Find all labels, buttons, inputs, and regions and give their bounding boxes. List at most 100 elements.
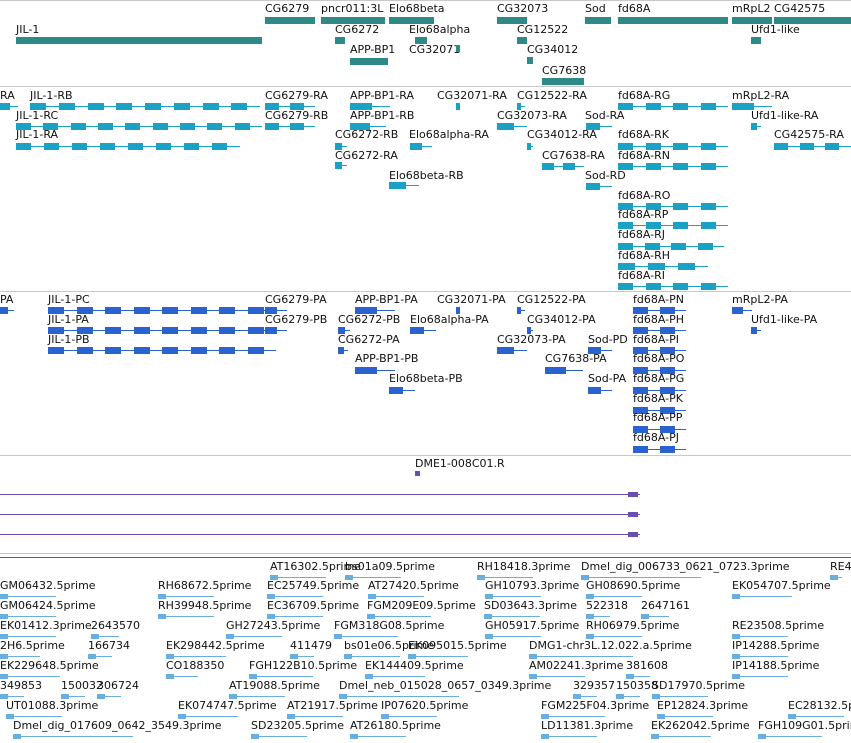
exon-block[interactable] [338, 327, 345, 334]
exon-block[interactable] [156, 143, 171, 150]
protein-label[interactable]: CG6279-PA [265, 293, 327, 306]
exon-block[interactable] [389, 387, 403, 394]
est-block[interactable] [158, 594, 166, 599]
exon-block[interactable] [212, 143, 227, 150]
est-block[interactable] [529, 674, 537, 679]
protein-label[interactable]: CG32071-PA [437, 293, 506, 306]
exon-block[interactable] [586, 123, 600, 130]
est-label[interactable]: EC36709.5prime [267, 599, 360, 612]
gene-label[interactable]: APP-BP1 [350, 43, 396, 56]
est-label[interactable]: FGH109G01.5prime [758, 719, 851, 732]
est-label[interactable]: GH10793.3prime [485, 579, 580, 592]
est-label[interactable]: AT19088.5prime [229, 679, 320, 692]
est-label[interactable]: 306724 [97, 679, 139, 692]
est-block[interactable] [732, 674, 740, 679]
exon-block[interactable] [219, 327, 235, 334]
exon-block[interactable] [588, 387, 601, 394]
gene-label[interactable]: fd68A [618, 2, 651, 15]
exon-block[interactable] [219, 307, 235, 314]
est-block[interactable] [485, 634, 493, 639]
exon-block[interactable] [355, 307, 377, 314]
transcript-label[interactable]: CG34012-RA [527, 128, 597, 141]
est-block[interactable] [270, 575, 278, 580]
transcript-label[interactable]: fd68A-RG [618, 89, 671, 102]
est-block[interactable] [249, 674, 257, 679]
exon-block[interactable] [265, 103, 279, 110]
transcript-label[interactable]: CG32073-RA [497, 109, 567, 122]
exon-block[interactable] [517, 307, 521, 314]
transcript-label[interactable]: fd68A-RH [618, 249, 671, 262]
est-block[interactable] [367, 614, 375, 619]
gene-glyph[interactable] [527, 57, 533, 64]
gene-glyph[interactable] [16, 37, 262, 44]
exon-block[interactable] [100, 143, 115, 150]
est-block[interactable] [290, 654, 298, 659]
exon-block[interactable] [633, 327, 648, 334]
exon-block[interactable] [563, 163, 575, 170]
exon-block[interactable] [673, 222, 688, 229]
est-label[interactable]: SD17970.5prime [652, 679, 745, 692]
exon-block[interactable] [701, 143, 716, 150]
est-block[interactable] [287, 714, 295, 719]
gene-glyph[interactable] [497, 17, 527, 24]
est-label[interactable]: 2H6.5prime [0, 639, 65, 652]
est-block[interactable] [97, 694, 105, 699]
est-block[interactable] [226, 634, 234, 639]
exon-block[interactable] [673, 283, 688, 290]
est-label[interactable]: FGM209E09.5prime [367, 599, 476, 612]
protein-label[interactable]: fd68A-PG [633, 372, 685, 385]
transcript-label[interactable]: fd68A-RN [618, 149, 670, 162]
exon-block[interactable] [30, 103, 46, 110]
est-block[interactable] [788, 714, 796, 719]
transcript-label[interactable]: APP-BP1-RB [350, 109, 415, 122]
est-label[interactable]: RE4 [830, 560, 851, 573]
exon-block[interactable] [732, 103, 754, 110]
est-label[interactable]: FGM318G08.5prime [334, 619, 445, 632]
exon-block[interactable] [701, 163, 716, 170]
exon-block[interactable] [646, 283, 661, 290]
exon-block[interactable] [618, 163, 633, 170]
transcript-label[interactable]: fd68A-RO [618, 189, 671, 202]
est-block[interactable] [339, 694, 347, 699]
est-label[interactable]: 522318 [586, 599, 628, 612]
est-label[interactable]: IP14288.5prime [732, 639, 820, 652]
exon-block[interactable] [265, 307, 277, 314]
transcript-label[interactable]: Ufd1-like-RA [751, 109, 819, 122]
transcript-label[interactable]: JIL-1-RC [16, 109, 59, 122]
exon-block[interactable] [48, 347, 64, 354]
protein-label[interactable]: fd68A-PK [633, 392, 683, 405]
est-label[interactable]: GH27243.5prime [226, 619, 321, 632]
est-label[interactable]: GH05917.5prime [485, 619, 580, 632]
gene-label[interactable]: CG6272 [335, 23, 380, 36]
exon-block[interactable] [618, 103, 633, 110]
exon-block[interactable] [134, 307, 150, 314]
protein-label[interactable]: CG32073-PA [497, 333, 566, 346]
gene-label[interactable]: Ufd1-like [751, 23, 800, 36]
exon-block[interactable] [71, 123, 86, 130]
est-block[interactable] [651, 734, 659, 739]
dme-alignment-end[interactable] [628, 532, 638, 537]
protein-label[interactable]: Ufd1-like-PA [751, 313, 818, 326]
est-block[interactable] [334, 634, 342, 639]
transcript-label[interactable]: fd68A-RP [618, 208, 669, 221]
est-block[interactable] [641, 614, 649, 619]
exon-block[interactable] [701, 203, 716, 210]
exon-block[interactable] [162, 347, 178, 354]
transcript-label[interactable]: Elo68beta-RB [389, 169, 464, 182]
est-label[interactable]: RE23508.5prime [732, 619, 825, 632]
est-block[interactable] [267, 614, 275, 619]
est-label[interactable]: RH06979.5prime [586, 619, 680, 632]
est-block[interactable] [541, 734, 549, 739]
exon-block[interactable] [497, 347, 514, 354]
est-label[interactable]: DMG1-chr3L.12.022.a.5prime [529, 639, 692, 652]
exon-block[interactable] [105, 347, 121, 354]
est-block[interactable] [91, 634, 99, 639]
exon-block[interactable] [618, 263, 635, 270]
exon-block[interactable] [660, 407, 675, 414]
gene-label[interactable]: Sod [585, 2, 606, 15]
exon-block[interactable] [660, 446, 675, 453]
transcript-label[interactable]: CG7638-RA [542, 149, 605, 162]
protein-label[interactable]: JIL-1-PC [48, 293, 90, 306]
est-block[interactable] [381, 714, 389, 719]
est-label[interactable]: EK229648.5prime [0, 659, 99, 672]
